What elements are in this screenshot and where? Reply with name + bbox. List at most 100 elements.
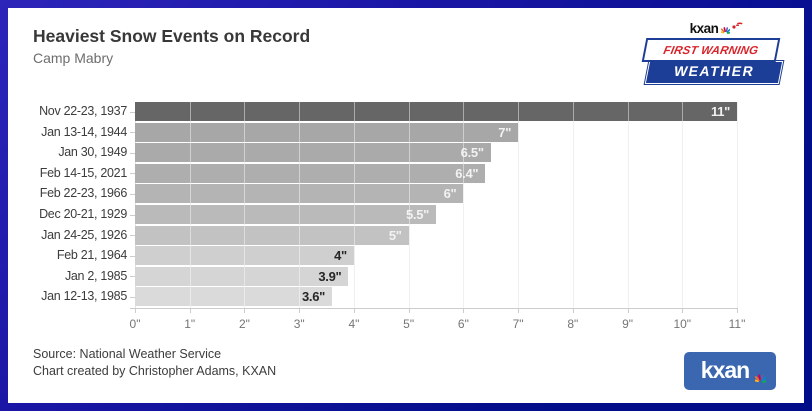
x-axis-tick <box>244 308 246 313</box>
gridline-overlay <box>682 102 684 308</box>
category-label: Feb 22-23, 1966 <box>39 186 128 201</box>
gridline-overlay <box>627 102 629 308</box>
bar-jan-30-1949: 6.5" <box>135 143 491 163</box>
gridline <box>627 102 629 308</box>
bar-row: 6.4" <box>135 163 737 183</box>
category-label: Nov 22-23, 1937 <box>39 104 127 118</box>
x-axis-tick <box>299 308 301 313</box>
gridline <box>572 102 574 308</box>
x-axis-tick-label: 4" <box>348 317 360 331</box>
x-axis-tick-label: 3" <box>293 317 305 331</box>
chart-card-inner: Heaviest Snow Events on Record Camp Mabr… <box>8 8 804 403</box>
bar-value-label: 4" <box>334 248 347 264</box>
x-axis-tick-label: 9" <box>622 317 633 331</box>
signal-icon <box>732 22 743 29</box>
x-axis-tick-label: 8" <box>567 317 579 331</box>
kxan-logo: kxan <box>684 352 776 390</box>
weather-banner: WEATHER <box>644 61 784 84</box>
x-axis-tick-label: 1" <box>184 317 196 331</box>
bar-row: 5.5" <box>135 205 737 224</box>
bar-value-label: 5.5" <box>405 207 429 222</box>
bar-jan-12-13-1985: 3.6" <box>135 287 333 307</box>
bar-value-label: 3.6" <box>301 289 326 305</box>
x-axis-tick-label: 5" <box>403 317 415 331</box>
chart-footer: Source: National Weather Service Chart c… <box>33 346 276 380</box>
gridline-overlay <box>299 102 301 308</box>
gridline-overlay <box>463 102 465 308</box>
kxan-logo-text: kxan <box>700 356 750 383</box>
bar-dec-20-21-1929: 5.5" <box>135 205 436 224</box>
x-axis-tick-label: 2" <box>238 317 250 331</box>
x-axis-tick <box>518 308 520 313</box>
bar-row: 5" <box>135 225 737 245</box>
gridline-overlay <box>518 102 520 308</box>
kxan-first-warning-weather-logo: kxan FIRST WARNING WEATHER <box>641 20 784 84</box>
bar-row: 6" <box>135 184 737 204</box>
category-label: Jan 30, 1949 <box>58 145 127 160</box>
bar-value-label: 3.9" <box>318 268 342 284</box>
first-warning-banner: FIRST WARNING <box>641 38 781 62</box>
x-axis-tick-label: 11" <box>728 317 746 331</box>
x-axis-tick <box>189 308 191 313</box>
y-axis-tick <box>130 214 135 216</box>
bar-feb-21-1964: 4" <box>135 246 354 266</box>
y-axis-tick <box>130 132 135 134</box>
gridline <box>518 102 520 308</box>
gridline-overlay <box>572 102 574 308</box>
category-label: Jan 13-14, 1944 <box>41 124 127 139</box>
category-label: Feb 21, 1964 <box>56 248 127 263</box>
bar-nov-22-23-1937: 11" <box>135 102 737 121</box>
bar-value-label: 5" <box>388 227 402 243</box>
weather-text: WEATHER <box>672 63 756 79</box>
peacock-icon <box>755 374 766 383</box>
x-axis-tick-label: 7" <box>512 317 524 331</box>
bar-row: 4" <box>135 246 737 266</box>
x-axis-tick <box>408 308 410 313</box>
y-axis-tick <box>130 296 135 298</box>
bar-row: 6.5" <box>135 143 737 163</box>
x-axis-tick <box>135 308 136 313</box>
x-axis-tick-label: 10" <box>673 317 692 331</box>
y-axis-tick <box>130 235 135 237</box>
category-label: Jan 2, 1985 <box>64 268 127 283</box>
gridline <box>737 102 738 308</box>
source-text: Source: National Weather Service <box>33 347 222 361</box>
bar-value-label: 7" <box>498 124 512 140</box>
y-axis-tick <box>130 111 135 113</box>
gridline-overlay <box>353 102 355 308</box>
bar-row: 3.9" <box>135 266 737 286</box>
x-axis-tick <box>682 308 684 313</box>
y-axis-tick <box>130 152 135 154</box>
y-axis-tick <box>130 255 135 257</box>
bar-jan-24-25-1926: 5" <box>135 225 409 245</box>
gridline <box>463 102 465 308</box>
bar-value-label: 11" <box>710 104 730 119</box>
gridline-overlay <box>189 102 191 308</box>
y-axis-tick <box>130 276 135 278</box>
bar-row: 7" <box>135 122 737 142</box>
gridline-overlay <box>244 102 246 308</box>
kxan-wordmark: kxan <box>689 21 743 36</box>
y-axis-tick <box>130 173 135 175</box>
kxan-wordmark-text: kxan <box>689 21 719 36</box>
bar-row: 11" <box>135 102 737 121</box>
bar-value-label: 6" <box>443 186 457 202</box>
x-axis-tick <box>627 308 629 313</box>
category-label: Feb 14-15, 2021 <box>39 165 128 180</box>
bar-jan-13-14-1944: 7" <box>135 122 519 142</box>
x-axis-tick-label: 0" <box>129 317 141 331</box>
bar-feb-22-23-1966: 6" <box>135 184 464 204</box>
peacock-icon <box>721 27 731 34</box>
bar-value-label: 6.4" <box>455 165 479 181</box>
category-label: Jan 12-13, 1985 <box>41 289 127 304</box>
bar-row: 3.6" <box>135 287 737 307</box>
bar-jan-2-1985: 3.9" <box>135 266 349 286</box>
gridline-overlay <box>737 102 738 308</box>
bar-feb-14-15-2021: 6.4" <box>135 163 486 183</box>
y-axis-tick <box>130 193 135 195</box>
x-axis-line <box>130 308 737 309</box>
x-axis-tick <box>463 308 465 313</box>
gridline-overlay <box>408 102 410 308</box>
x-axis-tick-label: 6" <box>457 317 469 331</box>
